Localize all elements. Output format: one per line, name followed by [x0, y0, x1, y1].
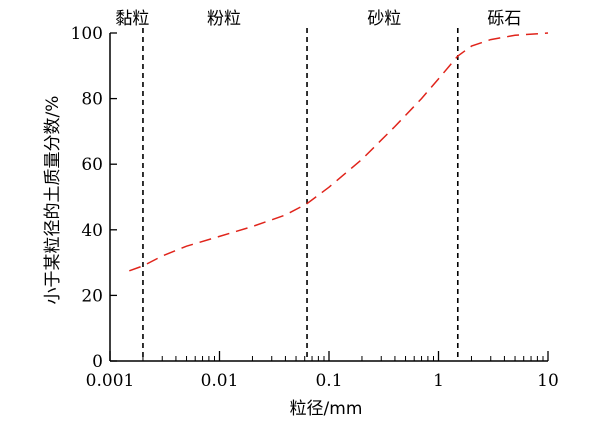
region-label: 粉粒	[207, 9, 241, 29]
series-line	[129, 32, 549, 272]
y-tick-label: 40	[81, 221, 103, 241]
x-tick-label: 0.01	[201, 371, 239, 391]
x-tick-label: 0.001	[86, 371, 135, 391]
x-tick-label: 10	[537, 371, 559, 391]
y-tick-label: 80	[81, 90, 103, 110]
x-tick-label: 0.1	[315, 371, 342, 391]
y-tick-label: 100	[71, 24, 103, 44]
region-label: 黏粒	[115, 9, 149, 29]
plot-area: 0 20 40 60 80 100 0.001 0.01 0.1 1 10 黏粒 粉粒 砂粒 砾石	[71, 9, 559, 391]
x-tick-label: 1	[433, 371, 444, 391]
region-label: 砾石	[487, 9, 521, 29]
y-axis-title: 小于某粒径的土质量分数/%	[43, 96, 63, 305]
y-tick-label: 0	[92, 352, 103, 372]
y-tick-label: 20	[81, 286, 103, 306]
region-label: 砂粒	[367, 9, 401, 29]
x-axis-title: 粒径/mm	[290, 399, 363, 419]
y-tick-label: 60	[81, 155, 103, 175]
